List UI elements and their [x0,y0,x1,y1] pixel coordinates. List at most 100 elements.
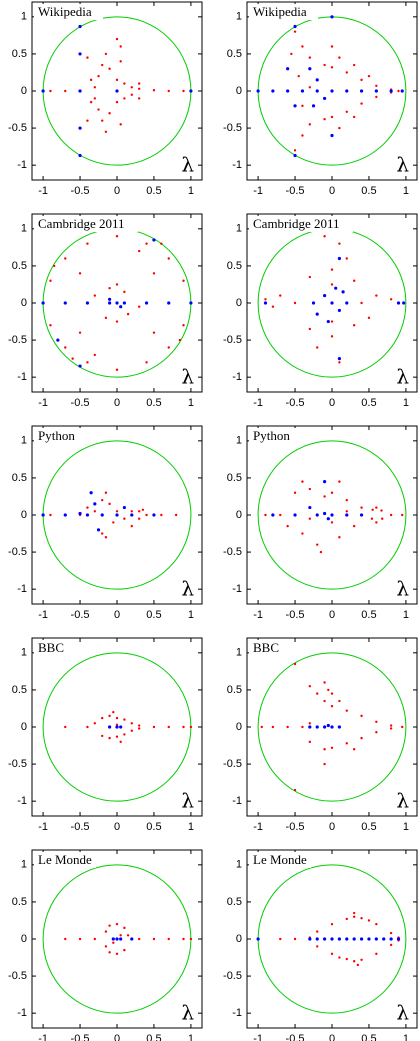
x-tick-label: 0 [329,821,335,833]
eigenvalue-point [112,521,115,524]
eigenvalue-point [119,725,123,729]
eigenvalue-point [286,89,290,93]
eigenvalue-point [345,301,349,305]
eigenvalue-point [93,937,97,941]
x-tick-label: -0.5 [71,1033,90,1041]
eigenvalue-point [359,937,364,941]
eigenvalue-point [337,308,341,313]
eigenvalue-point [71,357,74,360]
points [264,480,404,554]
unit-circle [257,652,407,802]
eigenvalue-point [308,740,312,744]
eigenvalue-point [345,498,348,502]
y-tick-label: 1 [21,859,27,871]
eigenvalue-point [182,725,185,729]
points [256,911,401,967]
panel-title: BBC [253,640,279,655]
eigenvalue-point [64,725,67,729]
eigenvalue-point [260,725,263,729]
eigenvalue-point [323,699,326,703]
y-tick-label: 1 [236,647,242,659]
eigenvalue-point [123,926,126,930]
eigenvalue-point [290,52,293,56]
eigenvalue-point [130,513,134,517]
eigenvalue-point [89,78,93,82]
lambda-label: λ [181,577,194,601]
eigenvalue-point [389,89,393,93]
y-tick-label: 1 [236,435,242,447]
eigenvalue-point [293,301,297,305]
y-tick-label: -0.5 [8,122,27,134]
x-tick-label: -0.5 [71,821,90,833]
eigenvalue-point [375,952,378,956]
eigenvalue-point [338,536,341,539]
eigenvalue-point [401,513,404,517]
x-tick-label: 0 [114,185,120,197]
title-bg [249,852,311,868]
x-tick-label: -0.5 [286,821,305,833]
panel: -1 -0.5 0 0.5 1 -1 -0.5 0 0.5 1 Le Monde λ [8,849,203,1041]
y-tick-label: 0 [21,297,27,309]
eigenvalue-point [152,937,156,941]
eigenvalue-point [323,495,326,498]
eigenvalue-point [352,937,356,941]
x-tick-label: 0.5 [361,609,376,621]
x-tick-label: -1 [38,397,48,409]
eigenvalue-point [189,725,193,729]
eigenvalue-point [126,312,130,316]
x-tick-label: -0.5 [286,609,305,621]
title-bg [34,852,96,868]
y-tick-label: -1 [232,583,242,595]
eigenvalue-point [301,134,304,137]
eigenvalue-point [271,89,275,93]
eigenvalue-point [316,692,319,695]
eigenvalue-point [345,937,349,941]
eigenvalue-point [375,730,378,734]
eigenvalue-point [279,513,282,517]
eigenvalue-point [108,951,111,954]
y-tick-label: 1 [236,11,242,23]
y-tick-label: -0.5 [223,122,242,134]
eigenvalue-point [345,957,348,961]
eigenvalue-point [104,130,108,133]
eigenvalue-point [352,279,356,282]
eigenvalue-point [108,924,111,927]
eigenvalue-point [130,729,133,732]
eigenvalue-point [360,102,363,105]
title-bg [249,216,353,232]
eigenvalue-point [137,305,141,308]
eigenvalue-point [119,123,122,126]
eigenvalue-point [330,283,334,286]
eigenvalue-point [323,293,327,298]
eigenvalue-point [338,956,341,959]
x-tick-label: 0 [114,397,120,409]
eigenvalue-point [115,922,119,926]
eigenvalue-point [115,37,119,41]
eigenvalue-point [130,510,133,513]
x-tick-label: -0.5 [286,185,305,197]
eigenvalue-point [78,153,82,158]
y-tick-label: 0.5 [227,48,242,60]
panel: -1 -0.5 0 0.5 1 -1 -0.5 0 0.5 1 Python λ [8,425,203,621]
eigenvalue-point [367,316,371,320]
eigenvalue-point [330,952,334,956]
eigenvalue-point [396,301,401,305]
eigenvalue-point [338,242,341,245]
eigenvalue-point [345,89,349,93]
eigenvalue-point [375,294,378,297]
eigenvalue-point [315,78,319,82]
eigenvalue-point [123,82,126,85]
eigenvalue-point [323,480,327,484]
eigenvalue-point [152,331,156,334]
eigenvalue-point [360,736,363,740]
points [256,15,404,158]
title-bg [34,4,103,20]
title-bg [249,428,297,444]
eigenvalue-point [78,24,82,29]
eigenvalue-point [338,480,341,483]
eigenvalue-point [316,543,319,546]
eigenvalue-point [330,513,334,517]
eigenvalue-point [101,716,104,720]
eigenvalue-point [64,937,67,941]
eigenvalue-point [352,524,356,528]
